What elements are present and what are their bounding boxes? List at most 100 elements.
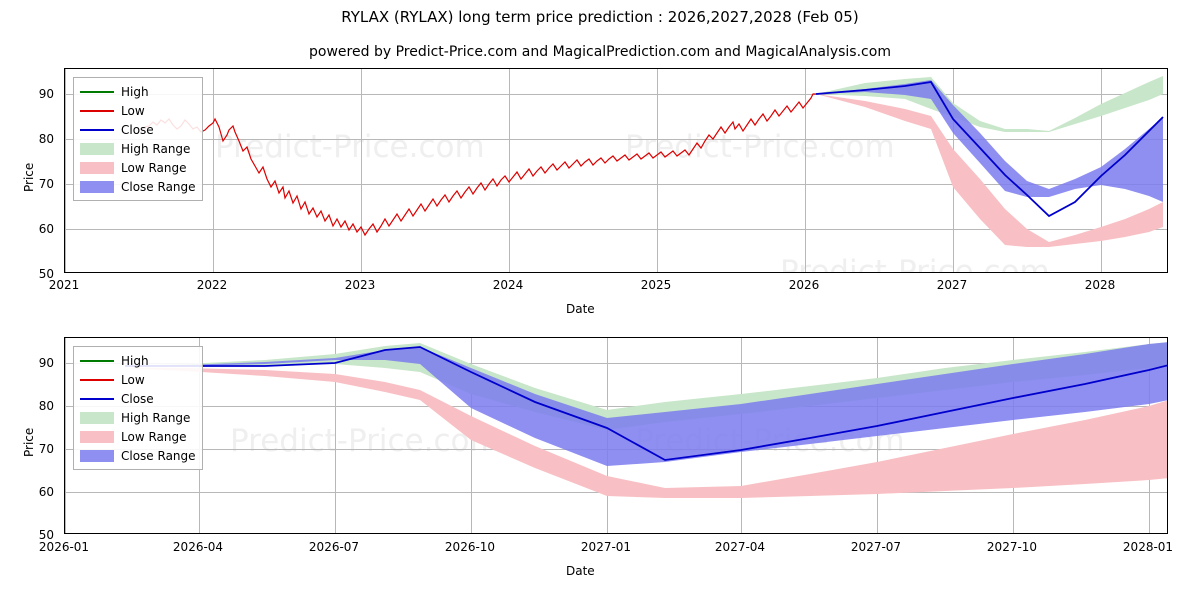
- legend-patch-swatch: [80, 180, 114, 193]
- gridline-v: [361, 69, 362, 272]
- legend-swatch-fill: [80, 411, 114, 424]
- legend-label: High: [121, 353, 149, 368]
- bottom-chart-plot-area: Predict-Price.com Predict-Price.com High…: [64, 337, 1168, 534]
- page-subtitle: powered by Predict-Price.com and Magical…: [309, 44, 891, 60]
- gridline-v: [509, 69, 510, 272]
- gridline-h: [65, 229, 1167, 230]
- legend-item: Close: [80, 389, 196, 408]
- gridline-v: [657, 69, 658, 272]
- top-chart-plot-area: Predict-Price.com Predict-Price.com Pred…: [64, 68, 1168, 273]
- legend-label: Low: [121, 103, 145, 118]
- gridline-h: [65, 363, 1167, 364]
- legend-swatch-fill: [80, 449, 114, 462]
- x-tick: 2028-01: [1122, 540, 1174, 554]
- legend-label: Close Range: [121, 448, 196, 463]
- x-tick: 2024: [492, 278, 524, 292]
- y-tick: 60: [38, 485, 54, 499]
- legend-label: High Range: [121, 141, 191, 156]
- page-title: RYLAX (RYLAX) long term price prediction…: [341, 8, 859, 26]
- bottom-chart-x-axis-label: Date: [566, 564, 595, 578]
- legend-patch-swatch: [80, 161, 114, 174]
- gridline-h: [65, 406, 1167, 407]
- x-tick: 2026-10: [444, 540, 496, 554]
- legend-item: Low Range: [80, 158, 196, 177]
- gridline-v: [65, 69, 66, 272]
- legend-item: Low: [80, 370, 196, 389]
- x-tick: 2026-04: [172, 540, 224, 554]
- legend-line-swatch: [80, 355, 114, 367]
- bottom-chart-series-svg: [125, 342, 1167, 498]
- legend-item: High: [80, 351, 196, 370]
- legend-swatch-fill: [80, 161, 114, 174]
- legend-line-swatch: [80, 124, 114, 136]
- legend-item: Close: [80, 120, 196, 139]
- x-tick: 2022: [196, 278, 228, 292]
- y-tick: 50: [38, 267, 54, 281]
- legend-patch-swatch: [80, 430, 114, 443]
- legend-label: Close: [121, 391, 154, 406]
- legend-item: Close Range: [80, 446, 196, 465]
- legend-item: Close Range: [80, 177, 196, 196]
- close-forecast-line: [815, 81, 1164, 218]
- watermark-text: Predict-Price.com: [215, 129, 485, 165]
- y-tick: 90: [38, 87, 54, 101]
- high-range-band: [125, 342, 1167, 430]
- legend-line-swatch: [80, 86, 114, 98]
- legend-swatch-fill: [80, 378, 114, 381]
- legend-line-swatch: [80, 374, 114, 386]
- legend-item: Low Range: [80, 427, 196, 446]
- legend-swatch-fill: [80, 128, 114, 131]
- legend-label: High Range: [121, 410, 191, 425]
- gridline-h: [65, 139, 1167, 140]
- legend-swatch-fill: [80, 430, 114, 443]
- legend-label: Low Range: [121, 429, 187, 444]
- gridline-v: [335, 338, 336, 533]
- top-chart-legend: High Low Close High Range Low Range Close Ran…: [73, 77, 203, 201]
- low-range-band: [816, 94, 1163, 247]
- bottom-chart-legend: High Low Close High Range Low Range Close Ran…: [73, 346, 203, 470]
- legend-swatch-fill: [80, 90, 114, 93]
- y-tick: 80: [38, 399, 54, 413]
- y-tick: 60: [38, 222, 54, 236]
- legend-item: High Range: [80, 408, 196, 427]
- x-tick: 2023: [344, 278, 376, 292]
- close-range-band: [816, 80, 1163, 202]
- watermark-text: Predict-Price.com: [230, 423, 500, 459]
- legend-line-swatch: [80, 105, 114, 117]
- legend-swatch-fill: [80, 142, 114, 155]
- y-tick: 90: [38, 356, 54, 370]
- low-range-band: [125, 368, 1167, 498]
- x-tick: 2026-07: [308, 540, 360, 554]
- legend-label: High: [121, 84, 149, 99]
- watermark-text: Predict-Price.com: [780, 254, 1050, 273]
- x-tick: 2027-07: [850, 540, 902, 554]
- legend-patch-swatch: [80, 411, 114, 424]
- legend-swatch-fill: [80, 109, 114, 112]
- gridline-v: [65, 338, 66, 533]
- gridline-h: [65, 184, 1167, 185]
- legend-line-swatch: [80, 393, 114, 405]
- x-tick: 2021: [48, 278, 80, 292]
- y-tick: 80: [38, 132, 54, 146]
- gridline-h: [65, 94, 1167, 95]
- x-tick: 2026: [788, 278, 820, 292]
- x-tick: 2027-04: [714, 540, 766, 554]
- x-tick: 2027: [936, 278, 968, 292]
- x-tick: 2027-10: [986, 540, 1038, 554]
- legend-item: High Range: [80, 139, 196, 158]
- legend-swatch-fill: [80, 359, 114, 362]
- legend-swatch-fill: [80, 397, 114, 400]
- legend-item: High: [80, 82, 196, 101]
- watermark-text: Predict-Price.com: [625, 129, 895, 165]
- close-range-band: [125, 342, 1167, 466]
- legend-swatch-fill: [80, 180, 114, 193]
- legend-item: Low: [80, 101, 196, 120]
- top-chart-x-axis-label: Date: [566, 302, 595, 316]
- y-tick: 70: [38, 177, 54, 191]
- y-tick: 70: [38, 442, 54, 456]
- x-tick: 2028: [1084, 278, 1116, 292]
- x-tick: 2025: [640, 278, 672, 292]
- legend-label: Close: [121, 122, 154, 137]
- low-history-line: [140, 93, 816, 237]
